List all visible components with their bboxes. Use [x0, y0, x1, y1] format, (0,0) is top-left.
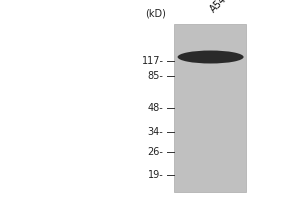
- Bar: [174, 24, 246, 192]
- Text: (kD): (kD): [146, 8, 167, 18]
- Text: 48-: 48-: [148, 103, 164, 113]
- Text: 117-: 117-: [142, 56, 164, 66]
- Text: A549: A549: [208, 0, 233, 14]
- Text: 19-: 19-: [148, 170, 164, 180]
- Text: 85-: 85-: [148, 71, 164, 81]
- Text: 34-: 34-: [148, 127, 164, 137]
- Ellipse shape: [178, 50, 244, 64]
- Text: 26-: 26-: [148, 147, 164, 157]
